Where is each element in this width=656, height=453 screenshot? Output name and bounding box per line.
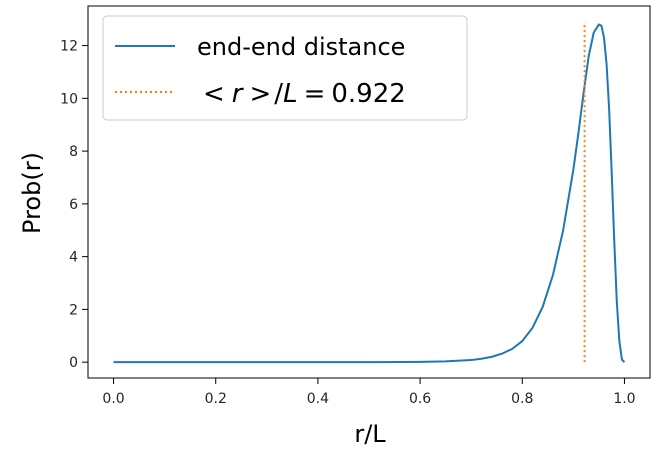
series-line-end-end-distance: [113, 23, 626, 364]
y-tick-label: 4: [69, 250, 78, 266]
x-tick-label: 0.8: [511, 391, 533, 407]
y-tick-label: 2: [69, 302, 78, 318]
y-tick-label: 0: [69, 355, 78, 371]
y-ticks: 0 2 4 6 8 10 12: [60, 39, 88, 371]
x-tick-label: 1.0: [613, 391, 635, 407]
legend-r: r: [232, 79, 245, 109]
legend-slash: /: [274, 79, 283, 109]
legend-label-end-end: end-end distance: [197, 33, 405, 61]
x-axis-label: r/L: [354, 420, 386, 448]
x-tick-label: 0.4: [307, 391, 329, 407]
x-tick-label: 0.2: [205, 391, 227, 407]
legend-lt: <: [203, 79, 225, 109]
y-axis-label: Prob(r): [18, 152, 46, 234]
legend-value: 0.922: [331, 79, 405, 109]
y-tick-label: 8: [69, 144, 78, 160]
legend-l: L: [283, 79, 298, 109]
legend-eq: =: [304, 79, 326, 109]
y-tick-label: 10: [60, 91, 78, 107]
legend: end-end distance < r >/L = 0.922: [102, 15, 468, 121]
legend-gt: >: [250, 79, 272, 109]
y-tick-label: 12: [60, 39, 78, 55]
series-lines: [113, 21, 626, 364]
y-tick-label: 6: [69, 197, 78, 213]
legend-box: [102, 15, 468, 121]
x-ticks: 0.0 0.2 0.4 0.6 0.8 1.0: [102, 378, 636, 407]
x-tick-label: 0.6: [409, 391, 431, 407]
x-tick-label: 0.0: [102, 391, 124, 407]
legend-label-mean-r: < r >/L = 0.922: [203, 79, 406, 109]
